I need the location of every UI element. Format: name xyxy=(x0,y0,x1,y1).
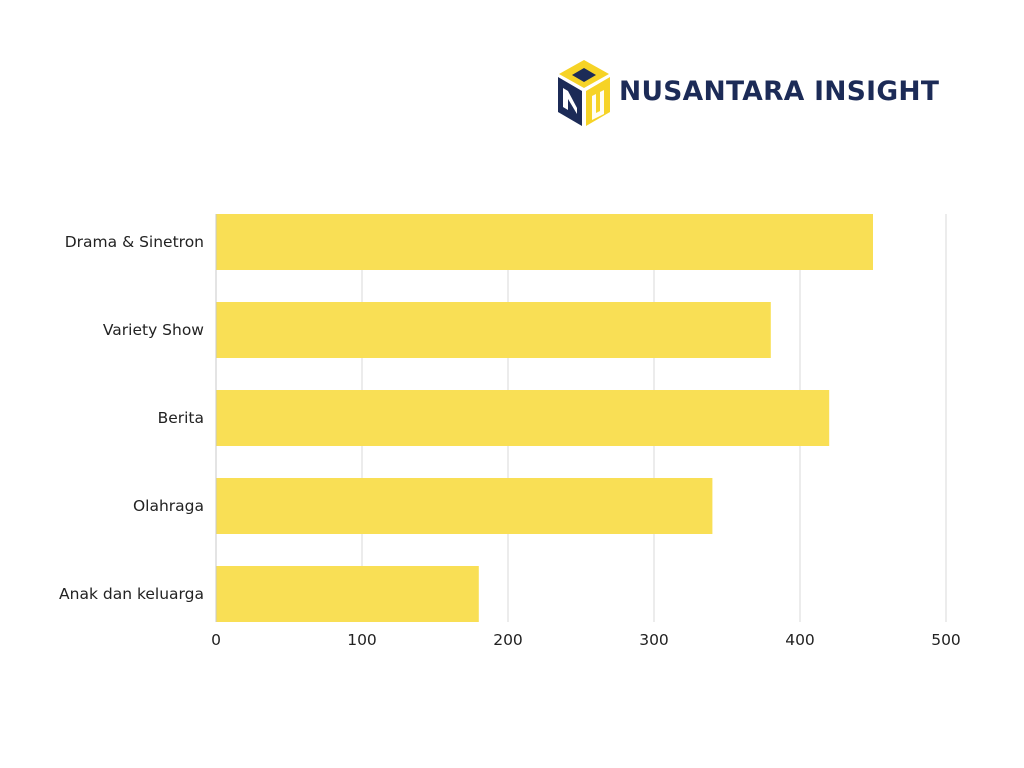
category-label: Berita xyxy=(158,409,204,427)
x-tick-label: 100 xyxy=(347,631,377,649)
bar-1 xyxy=(216,302,771,358)
bar-0 xyxy=(216,214,873,270)
category-label: Variety Show xyxy=(103,321,204,339)
category-label: Olahraga xyxy=(133,497,204,515)
chart-tick-labels: 0 100 200 300 400 500 xyxy=(211,631,961,649)
x-tick-label: 300 xyxy=(639,631,669,649)
chart-bars xyxy=(216,214,873,622)
nusantara-cube-logo-icon xyxy=(558,60,610,126)
brand-name: NUSANTARA INSIGHT xyxy=(619,76,940,107)
x-tick-label: 500 xyxy=(931,631,961,649)
chart-category-labels: Drama & Sinetron Variety Show Berita Olahra… xyxy=(59,233,204,603)
bar-2 xyxy=(216,390,830,446)
category-label: Anak dan keluarga xyxy=(59,585,204,603)
brand-logo: NUSANTARA INSIGHT xyxy=(556,58,956,128)
bar-3 xyxy=(216,478,713,534)
x-tick-label: 0 xyxy=(211,631,221,649)
category-label: Drama & Sinetron xyxy=(65,233,204,251)
x-tick-label: 400 xyxy=(785,631,815,649)
x-tick-label: 200 xyxy=(493,631,523,649)
bar-4 xyxy=(216,566,479,622)
